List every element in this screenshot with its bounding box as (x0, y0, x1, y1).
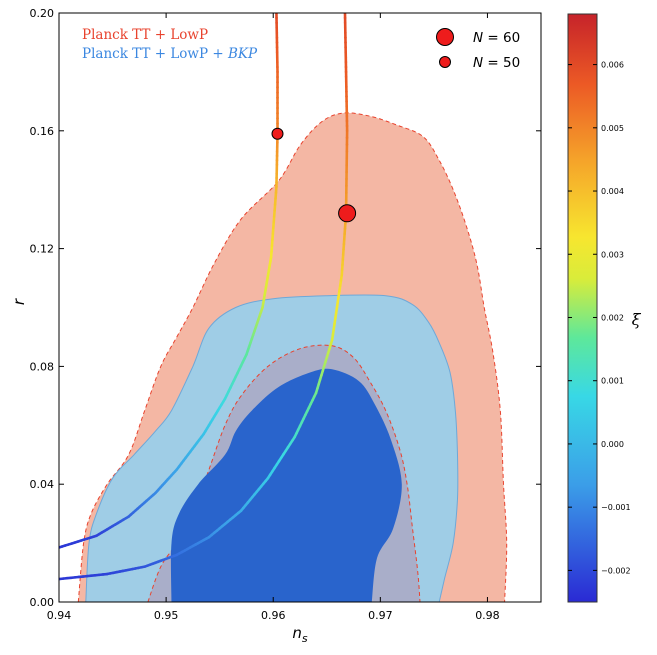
colorbar-tick-label: −0.002 (601, 566, 631, 575)
x-tick-label: 0.97 (368, 609, 393, 622)
colorbar-tick-label: 0.001 (601, 377, 624, 386)
y-tick-label: 0.08 (30, 360, 55, 373)
marker-n50 (272, 128, 283, 139)
colorbar-tick-label: 0.000 (601, 440, 624, 449)
legend-datasets: Planck TT + LowP Planck TT + LowP + BKP (82, 27, 258, 62)
x-tick-label: 0.95 (154, 609, 179, 622)
y-tick-label: 0.12 (30, 243, 55, 256)
colorbar-tick-label: −0.001 (601, 503, 631, 512)
colorbar-tick-label: 0.004 (601, 187, 624, 196)
colorbar (568, 14, 597, 602)
legend-marker-n60 (437, 29, 454, 46)
y-tick-label: 0.16 (30, 125, 55, 138)
legend-entry-planck: Planck TT + LowP (82, 27, 208, 43)
x-axis-label: ns (292, 624, 308, 645)
legend-marker-n50 (440, 57, 451, 68)
colorbar-tick-label: 0.003 (601, 250, 624, 259)
legend-markers: N = 60 N = 50 (437, 29, 521, 72)
legend-entry-bkp: Planck TT + LowP + BKP (82, 46, 258, 62)
colorbar-tick-label: 0.005 (601, 124, 624, 133)
x-tick-label: 0.96 (261, 609, 286, 622)
contour-layer (78, 113, 506, 602)
marker-n60 (339, 205, 356, 222)
colorbar-label: ξ (632, 310, 642, 329)
colorbar-tick-label: 0.002 (601, 313, 624, 322)
x-tick-label: 0.94 (47, 609, 72, 622)
x-tick-label: 0.98 (475, 609, 500, 622)
y-axis-label: r (10, 298, 28, 305)
legend-label-n60: N = 60 (473, 30, 520, 46)
legend-label-n50: N = 50 (473, 55, 520, 71)
colorbar-tick-label: 0.006 (601, 61, 624, 70)
y-tick-label: 0.00 (30, 596, 55, 609)
y-tick-label: 0.20 (30, 7, 55, 20)
y-tick-label: 0.04 (30, 478, 55, 491)
